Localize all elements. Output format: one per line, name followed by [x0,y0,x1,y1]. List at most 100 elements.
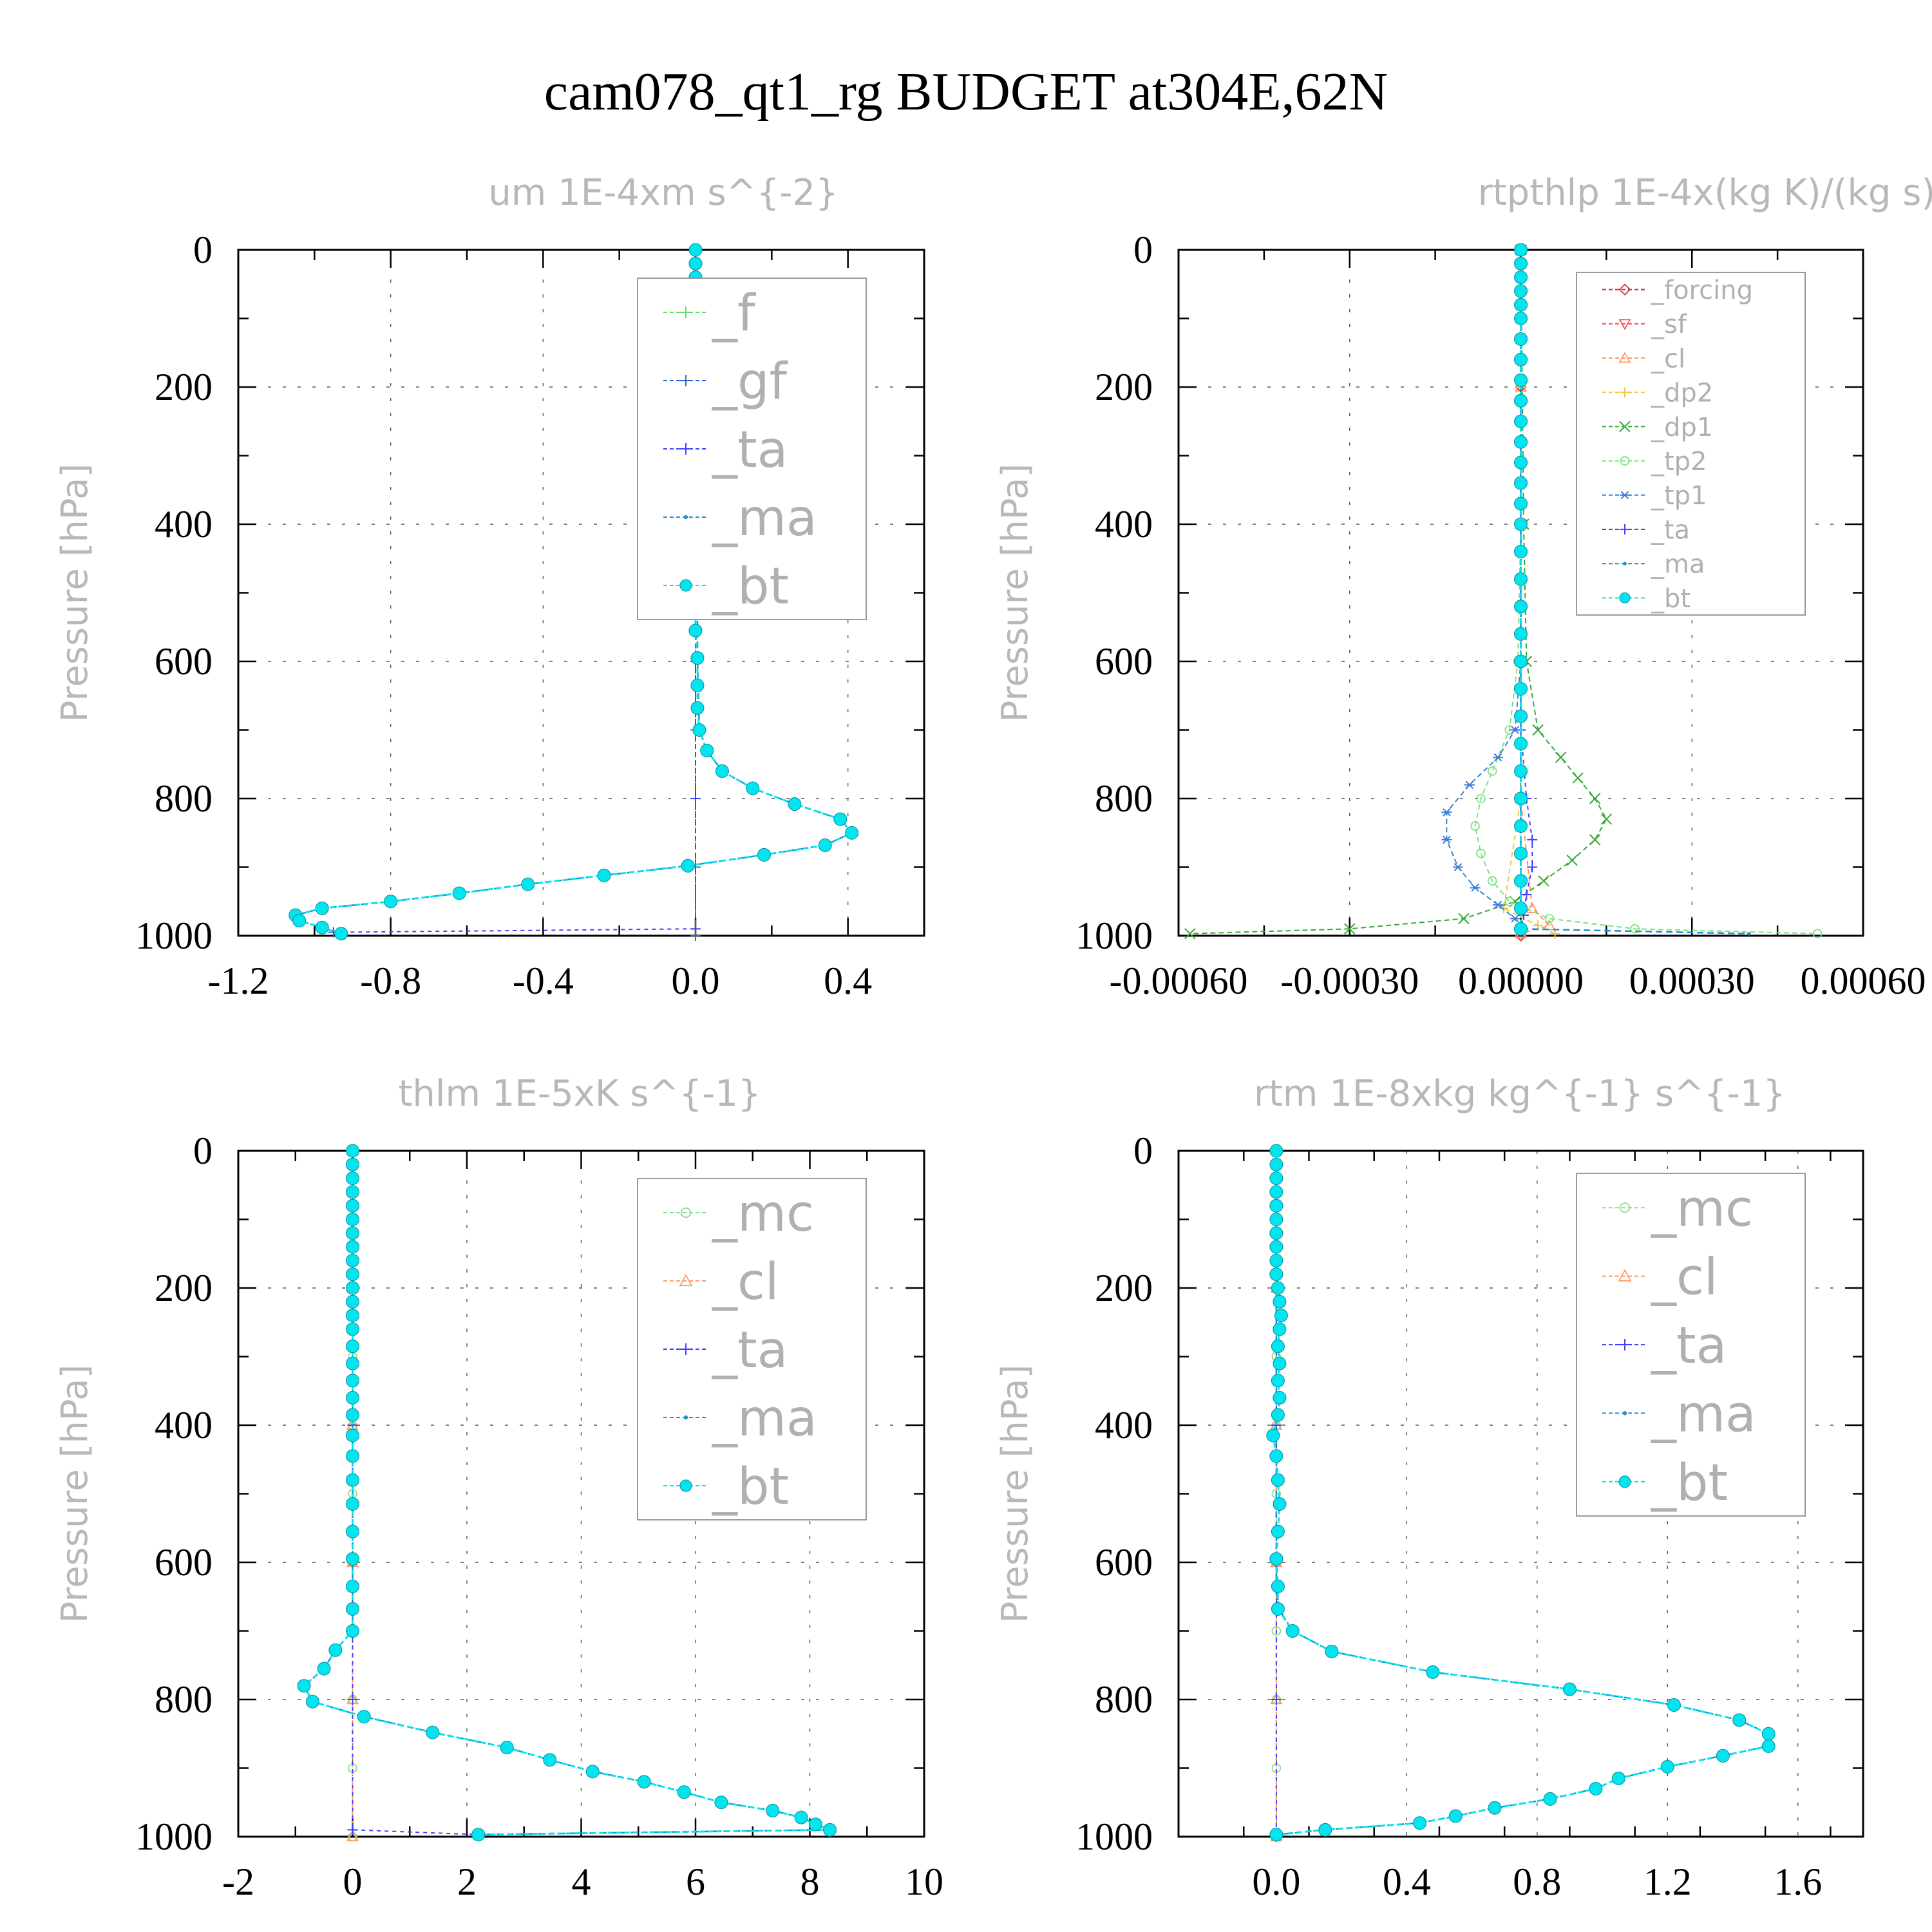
legend-marker-ma [683,1415,688,1420]
point-tp2 [1630,924,1640,934]
y-tick-label: 400 [1095,503,1153,545]
point-bt [794,1810,808,1824]
point-bt [1271,1408,1285,1422]
point-bt [1514,298,1528,312]
point-bt [1269,1198,1283,1213]
point-bt [1269,1552,1283,1566]
point-bt [597,868,611,882]
point-ta [347,1824,358,1835]
legend-label-mc: _mc [712,1185,814,1243]
figure-title: cam078_qt1_rg BUDGET at304E,62N [544,62,1388,122]
point-bt [346,1213,359,1226]
point-bt [1514,243,1528,257]
point-bt [346,1185,359,1199]
point-ta [1521,889,1532,900]
point-bt [833,812,848,826]
point-dp1 [1458,913,1470,925]
chart-panel-2: rtpthlp 1E-4x(kg K)/(kg s) Pressure [hPa]… [994,172,1932,1002]
point-bt [346,1473,359,1487]
point-bt [384,895,398,909]
point-bt [1271,1579,1285,1593]
legend-marker-dp2 [1620,387,1630,398]
legend-label-tp2: _tp2 [1651,447,1707,477]
panel-title: rtm 1E-8xkg kg^{-1} s^{-1} [1254,1073,1786,1115]
point-bt [346,1579,359,1593]
point-bt [1514,682,1528,696]
panels: um 1E-4xm s^{-2}Pressure [hPa]0200400600… [54,172,1932,1903]
legend-label-bt: _bt [1651,1454,1728,1512]
legend-label-dp1: _dp1 [1651,413,1713,442]
point-bt [1514,497,1528,511]
x-tick-label: 0.00000 [1458,960,1584,1002]
point-bt [746,781,760,795]
legend-label-bt: _bt [712,1458,789,1516]
point-bt [677,1785,691,1799]
point-bt [637,1775,651,1789]
point-bt [1273,1356,1287,1370]
x-tick-label: 6 [686,1861,705,1903]
point-bt [1266,1428,1280,1443]
point-bt [317,1662,331,1676]
y-tick-label: 1000 [1075,914,1153,957]
point-tp1 [1493,900,1504,909]
point-tp1 [1464,781,1475,790]
legend-label-tp1: _tp1 [1651,481,1707,511]
point-bt [1514,517,1528,531]
point-bt [1269,1828,1283,1842]
point-bt [1514,455,1528,469]
point-bt [346,1624,359,1638]
point-bt [346,1240,359,1254]
point-bt [1514,545,1528,559]
point-bt [346,1281,359,1295]
point-bt [1271,1473,1285,1487]
point-bt [346,1408,359,1422]
point-bt [346,1144,359,1158]
point-bt [1732,1713,1747,1727]
point-bt [845,826,859,840]
point-bt [1514,312,1528,325]
legend-marker-forcing [1618,283,1631,296]
y-tick-label: 600 [1095,640,1153,683]
point-bt [1543,1792,1557,1806]
point-bt [1660,1759,1674,1774]
legend-label-ta: _ta [712,421,788,479]
point-bt [1273,1497,1287,1511]
series-line-ta [352,1151,478,1835]
legend-label-ta: _ta [712,1321,788,1379]
legend-marker-dp1 [1619,421,1631,433]
y-tick-label: 400 [155,1404,213,1446]
legend-label-cl: _cl [1651,1249,1718,1307]
point-bt [1271,1602,1285,1616]
y-tick-label: 200 [1095,366,1153,408]
point-bt [1448,1809,1463,1823]
legend-marker-cl [1618,352,1631,363]
point-tp2 [1544,914,1555,923]
legend-marker-bt [1618,1475,1631,1488]
point-cl [346,1830,359,1842]
point-bt [1271,1524,1285,1539]
y-tick-label: 800 [155,1678,213,1721]
y-tick-label: 1000 [1075,1815,1153,1858]
point-bt [346,1253,359,1267]
point-bt [688,256,703,270]
legend-marker-ta [680,1343,692,1355]
legend-marker-ma [1622,1411,1627,1416]
point-tp1 [1470,884,1481,892]
legend-box [637,1178,867,1520]
point-bt [297,1679,311,1693]
x-tick-label: -0.8 [360,960,421,1002]
point-bt [681,858,695,873]
point-cl [1526,902,1539,913]
point-bt [1514,654,1528,668]
point-bt [818,838,832,852]
point-bt [1514,901,1528,915]
point-bt [1514,393,1528,408]
point-ta [1527,862,1538,873]
legend-marker-f [680,307,692,318]
point-bt [452,886,466,900]
point-bt [757,848,771,862]
chart-panel-3: thlm 1E-5xK s^{-1} Pressure [hPa] 0 200 400 6… [54,1073,943,1903]
point-bt [521,877,535,891]
legend-label-cl: _cl [1651,344,1685,374]
y-axis-label: Pressure [hPa] [994,464,1036,723]
